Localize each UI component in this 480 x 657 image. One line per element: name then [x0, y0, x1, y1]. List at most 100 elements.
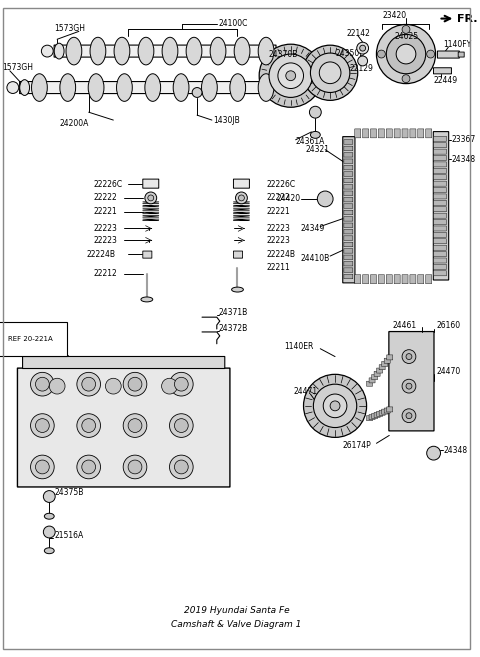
FancyBboxPatch shape: [433, 233, 446, 237]
Circle shape: [323, 394, 347, 418]
Circle shape: [319, 62, 341, 83]
FancyBboxPatch shape: [377, 411, 383, 417]
FancyBboxPatch shape: [344, 223, 353, 227]
Circle shape: [148, 195, 154, 201]
Circle shape: [31, 373, 54, 396]
FancyBboxPatch shape: [344, 217, 353, 221]
FancyBboxPatch shape: [344, 261, 353, 266]
FancyBboxPatch shape: [54, 45, 276, 57]
Text: 24375B: 24375B: [54, 488, 84, 497]
FancyBboxPatch shape: [344, 197, 353, 202]
FancyBboxPatch shape: [433, 162, 446, 167]
FancyBboxPatch shape: [233, 179, 250, 188]
FancyBboxPatch shape: [344, 229, 353, 234]
FancyBboxPatch shape: [433, 200, 446, 206]
FancyBboxPatch shape: [433, 187, 446, 193]
Circle shape: [406, 413, 412, 419]
FancyBboxPatch shape: [378, 275, 384, 284]
FancyBboxPatch shape: [402, 129, 408, 138]
Text: 22223: 22223: [94, 236, 118, 245]
FancyBboxPatch shape: [382, 409, 388, 414]
Circle shape: [174, 377, 188, 391]
Circle shape: [313, 384, 357, 428]
Circle shape: [376, 24, 435, 83]
FancyBboxPatch shape: [418, 275, 424, 284]
Circle shape: [36, 460, 49, 474]
Circle shape: [402, 409, 416, 422]
Circle shape: [41, 45, 53, 57]
Text: 24200A: 24200A: [59, 118, 88, 127]
Circle shape: [317, 191, 333, 207]
Circle shape: [43, 491, 55, 503]
Circle shape: [402, 75, 410, 83]
Text: 22142: 22142: [347, 29, 371, 38]
FancyBboxPatch shape: [433, 68, 451, 74]
FancyBboxPatch shape: [233, 251, 242, 258]
Circle shape: [36, 377, 49, 391]
Ellipse shape: [231, 287, 243, 292]
FancyBboxPatch shape: [433, 238, 446, 244]
Circle shape: [311, 53, 350, 93]
FancyBboxPatch shape: [433, 258, 446, 263]
FancyBboxPatch shape: [344, 268, 353, 273]
FancyBboxPatch shape: [379, 410, 385, 415]
FancyBboxPatch shape: [433, 194, 446, 199]
Circle shape: [386, 34, 426, 74]
Text: 24350D: 24350D: [335, 49, 365, 58]
FancyBboxPatch shape: [344, 248, 353, 253]
FancyBboxPatch shape: [344, 274, 353, 279]
Circle shape: [169, 373, 193, 396]
Circle shape: [31, 414, 54, 438]
FancyBboxPatch shape: [384, 358, 390, 363]
FancyBboxPatch shape: [458, 52, 464, 57]
FancyBboxPatch shape: [387, 407, 393, 412]
Text: 1573GH: 1573GH: [2, 63, 33, 72]
FancyBboxPatch shape: [433, 213, 446, 218]
Ellipse shape: [60, 74, 76, 101]
Ellipse shape: [138, 37, 154, 65]
FancyBboxPatch shape: [362, 129, 369, 138]
FancyBboxPatch shape: [378, 129, 384, 138]
Circle shape: [169, 455, 193, 479]
Circle shape: [128, 419, 142, 432]
FancyBboxPatch shape: [369, 378, 375, 383]
Circle shape: [123, 414, 147, 438]
Circle shape: [106, 378, 121, 394]
FancyBboxPatch shape: [344, 210, 353, 215]
FancyBboxPatch shape: [344, 185, 353, 189]
FancyBboxPatch shape: [433, 181, 446, 186]
FancyBboxPatch shape: [355, 275, 361, 284]
Ellipse shape: [141, 297, 153, 302]
FancyBboxPatch shape: [369, 415, 375, 420]
FancyBboxPatch shape: [384, 408, 390, 413]
Ellipse shape: [90, 37, 106, 65]
Circle shape: [82, 460, 96, 474]
Circle shape: [145, 192, 156, 204]
FancyBboxPatch shape: [437, 51, 459, 58]
FancyBboxPatch shape: [394, 275, 400, 284]
Circle shape: [174, 460, 188, 474]
Circle shape: [360, 45, 366, 51]
FancyBboxPatch shape: [389, 332, 434, 431]
Ellipse shape: [66, 37, 82, 65]
Circle shape: [77, 373, 100, 396]
Text: 23420: 23420: [383, 11, 407, 20]
Text: 22226C: 22226C: [94, 179, 123, 189]
Text: 22223: 22223: [94, 224, 118, 233]
FancyBboxPatch shape: [382, 361, 388, 367]
FancyBboxPatch shape: [433, 252, 446, 257]
FancyBboxPatch shape: [387, 355, 393, 360]
Text: 24420: 24420: [276, 194, 300, 204]
Ellipse shape: [258, 37, 274, 65]
Text: 1140ER: 1140ER: [284, 342, 313, 351]
FancyBboxPatch shape: [410, 129, 416, 138]
Text: 24371B: 24371B: [219, 307, 248, 317]
Ellipse shape: [88, 74, 104, 101]
Ellipse shape: [44, 513, 54, 519]
Text: 22449: 22449: [433, 76, 458, 85]
Text: 24410B: 24410B: [300, 254, 330, 263]
Text: 23367: 23367: [451, 135, 476, 145]
FancyBboxPatch shape: [426, 129, 432, 138]
Text: 1573GH: 1573GH: [54, 24, 85, 33]
Circle shape: [123, 373, 147, 396]
